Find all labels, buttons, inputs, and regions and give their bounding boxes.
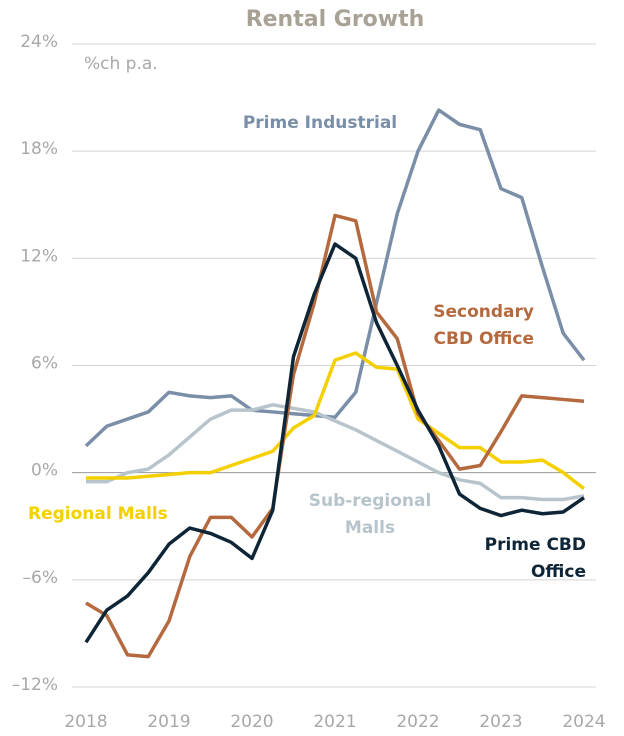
y-tick-label: 18% — [20, 139, 58, 159]
y-tick-label: 0% — [31, 461, 58, 481]
series-label: Prime Industrial — [242, 113, 398, 133]
series-line — [86, 403, 585, 502]
series-label: Sub-regional Malls — [308, 491, 432, 538]
y-axis-label: %ch p.a. — [84, 54, 158, 74]
y-tick-label: 12% — [20, 246, 58, 266]
series-label: Prime CBD Office — [484, 535, 586, 582]
y-tick-label: –12% — [12, 675, 58, 695]
series-line — [86, 351, 586, 491]
series-line — [84, 242, 585, 644]
x-tick-label: 2024 — [562, 712, 605, 732]
chart-title: Rental Growth — [246, 7, 425, 32]
x-tick-label: 2021 — [313, 712, 356, 732]
x-tick-label: 2022 — [396, 712, 439, 732]
x-tick-label: 2018 — [64, 712, 107, 732]
y-tick-label: 6% — [31, 354, 58, 374]
series-line — [85, 213, 585, 659]
x-tick-label: 2019 — [147, 712, 190, 732]
x-tick-label: 2020 — [230, 712, 273, 732]
y-tick-label: –6% — [23, 568, 58, 588]
x-tick-label: 2023 — [479, 712, 522, 732]
series-label: Regional Malls — [28, 504, 168, 524]
series-label: Secondary CBD Office — [433, 302, 534, 349]
series-line — [84, 108, 586, 448]
y-tick-label: 24% — [20, 32, 58, 52]
